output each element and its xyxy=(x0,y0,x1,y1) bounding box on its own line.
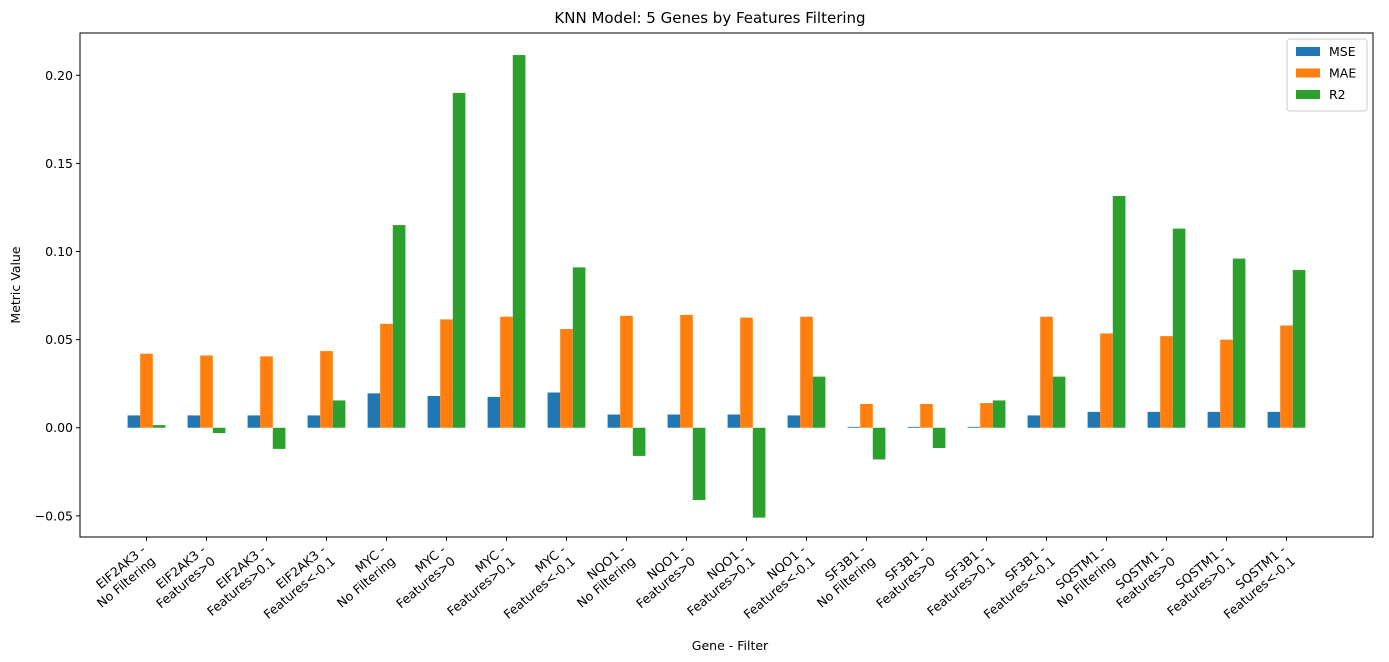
plot-area xyxy=(127,55,1306,518)
bar-r2-10 xyxy=(752,427,766,518)
y-axis: −0.05 0.00 0.05 0.10 0.15 0.20 xyxy=(35,68,80,523)
legend-label-mae: MAE xyxy=(1329,66,1356,81)
x-tick-label: MYC -No Filtering xyxy=(324,542,398,611)
bar-mse-9 xyxy=(667,414,681,428)
y-tick-label: 0.20 xyxy=(45,68,73,83)
bar-mse-17 xyxy=(1147,411,1161,428)
bar-mse-0 xyxy=(127,415,141,428)
bar-r2-15 xyxy=(1052,376,1066,428)
y-tick-label: 0.05 xyxy=(45,332,73,347)
plot-frame xyxy=(79,32,1374,538)
bar-mse-19 xyxy=(1267,411,1281,428)
bar-mae-7 xyxy=(560,329,573,428)
bar-r2-1 xyxy=(212,427,226,434)
x-tick-label: EIF2AK3 -No Filtering xyxy=(84,542,158,611)
bar-mse-4 xyxy=(367,393,381,428)
bar-r2-9 xyxy=(692,427,706,500)
bar-r2-14 xyxy=(992,400,1006,428)
bar-r2-4 xyxy=(392,225,406,428)
bar-mse-11 xyxy=(787,415,801,428)
legend: MSE MAE R2 xyxy=(1286,38,1368,112)
legend-swatch-r2 xyxy=(1296,90,1320,99)
bar-mae-14 xyxy=(980,403,993,428)
bar-mse-10 xyxy=(727,414,741,428)
bar-mse-16 xyxy=(1087,411,1101,428)
bar-r2-7 xyxy=(572,267,586,428)
bar-mse-6 xyxy=(487,396,501,428)
bar-mse-14 xyxy=(967,426,981,428)
bar-mae-12 xyxy=(860,403,873,428)
bar-mae-4 xyxy=(380,323,393,428)
bar-r2-5 xyxy=(452,92,466,428)
bar-mae-16 xyxy=(1100,333,1113,428)
bar-mae-8 xyxy=(620,315,633,428)
x-tick-label: NQO1 -No Filtering xyxy=(564,542,638,611)
x-axis-title: Gene - Filter xyxy=(692,638,769,653)
bar-r2-19 xyxy=(1292,270,1306,428)
x-tick-label: MYC -Features>0 xyxy=(383,542,458,611)
x-tick-label: SF3B1 -Features>0 xyxy=(863,542,938,611)
legend-swatch-mse xyxy=(1296,47,1320,56)
bar-mae-15 xyxy=(1040,316,1053,428)
bar-mae-6 xyxy=(500,316,513,428)
bar-r2-2 xyxy=(272,427,286,449)
y-tick-label: 0.00 xyxy=(45,420,73,435)
bar-mae-9 xyxy=(680,314,693,428)
bar-mse-5 xyxy=(427,396,441,428)
x-tick-label: NQO1 -Features>0 xyxy=(623,542,698,611)
bar-r2-6 xyxy=(512,55,526,428)
bar-r2-11 xyxy=(812,376,826,428)
bar-mse-7 xyxy=(547,392,561,428)
bar-mae-5 xyxy=(440,319,453,428)
bar-mse-13 xyxy=(907,426,921,428)
legend-label-mse: MSE xyxy=(1329,44,1356,59)
bar-mae-11 xyxy=(800,316,813,428)
bar-r2-17 xyxy=(1172,228,1186,428)
bar-mae-3 xyxy=(320,351,333,428)
bar-mse-12 xyxy=(847,426,861,428)
bar-mae-17 xyxy=(1160,336,1173,428)
bar-mae-1 xyxy=(200,355,213,428)
bar-mae-19 xyxy=(1280,325,1293,428)
x-tick-label: SF3B1 -No Filtering xyxy=(804,542,878,611)
bar-r2-8 xyxy=(632,427,646,456)
legend-swatch-mae xyxy=(1296,68,1320,78)
y-axis-title: Metric Value xyxy=(8,246,23,323)
bar-mae-0 xyxy=(140,353,153,428)
y-tick-label: 0.10 xyxy=(45,244,73,259)
bar-mae-10 xyxy=(740,317,753,428)
bar-mae-18 xyxy=(1220,339,1233,428)
x-tick-label: EIF2AK3 -Features>0 xyxy=(143,542,218,611)
y-tick-label: 0.15 xyxy=(45,156,73,171)
bar-mse-2 xyxy=(247,415,261,428)
bar-mae-13 xyxy=(920,403,933,428)
bar-mae-2 xyxy=(260,356,273,428)
legend-label-r2: R2 xyxy=(1329,87,1346,102)
bar-r2-13 xyxy=(932,427,946,449)
bar-mse-18 xyxy=(1207,411,1221,428)
bar-r2-3 xyxy=(332,400,346,428)
bar-r2-12 xyxy=(872,427,886,460)
y-tick-label: −0.05 xyxy=(35,508,73,523)
x-tick-label: SQSTM1 -No Filtering xyxy=(1044,542,1118,611)
bar-mse-3 xyxy=(307,415,321,428)
bar-mse-1 xyxy=(187,415,201,428)
bar-r2-16 xyxy=(1112,196,1126,428)
chart-title: KNN Model: 5 Genes by Features Filtering xyxy=(554,9,865,27)
bar-r2-0 xyxy=(152,425,166,428)
bar-r2-18 xyxy=(1232,258,1246,428)
x-tick-label: SQSTM1 -Features>0 xyxy=(1103,542,1178,611)
bar-mse-8 xyxy=(607,414,621,428)
bar-mse-15 xyxy=(1027,415,1041,428)
